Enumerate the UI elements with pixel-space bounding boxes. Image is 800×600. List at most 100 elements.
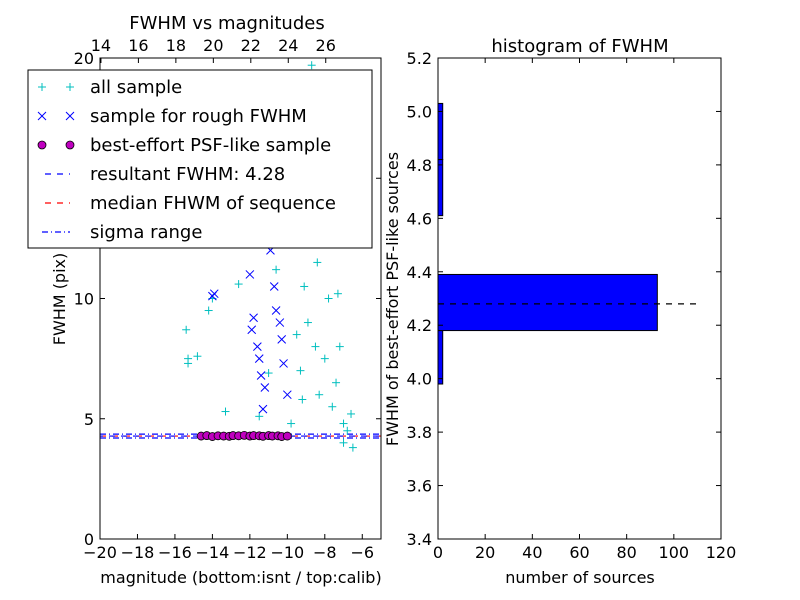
x-tick-label: −8 — [313, 543, 337, 562]
legend-box — [27, 69, 373, 249]
all-sample-point — [347, 409, 356, 418]
all-sample-point — [193, 352, 202, 361]
top-tick-label: 26 — [316, 36, 336, 55]
legend-item: sigma range — [42, 222, 202, 243]
marker-d2 — [277, 335, 287, 344]
sample-for-rough-fwhm-point — [249, 313, 258, 323]
x-tick-label: −12 — [233, 543, 267, 562]
all-sample-point — [348, 443, 357, 452]
all-sample-point — [204, 306, 213, 315]
scatter-points — [182, 61, 357, 452]
histogram-y-tick-label: 4.8 — [407, 156, 432, 175]
top-tick-label: 14 — [91, 36, 111, 55]
marker-d2 — [275, 318, 285, 327]
histogram-y-tick-label: 5.2 — [407, 49, 432, 68]
all-sample-point — [184, 359, 193, 368]
top-tick-label: 22 — [241, 36, 261, 55]
all-sample-point — [313, 258, 322, 267]
legend-label: resultant FWHM: 4.28 — [90, 164, 285, 185]
marker-d2 — [253, 342, 262, 351]
all-sample-point — [298, 395, 307, 404]
legend: all sample sample for rough FWHM best-effo… — [27, 69, 373, 249]
legend-item: sample for rough FWHM — [37, 106, 307, 127]
marker-d2 — [256, 371, 266, 380]
histogram-y-tick-label: 5.0 — [407, 102, 432, 121]
x-tick-label: −10 — [270, 543, 304, 562]
histogram-y-tick-label: 3.8 — [407, 423, 432, 442]
legend-item: best-effort PSF-like sample — [37, 135, 331, 156]
top-axis-ticks: 14 16 18 20 22 24 26 — [91, 36, 336, 63]
histogram-bar — [437, 273, 658, 332]
legend-marker — [65, 111, 75, 121]
histogram-x-tick-label: 40 — [522, 543, 542, 562]
histogram-bars — [437, 102, 658, 385]
marker-d2 — [247, 325, 257, 335]
all-sample-point — [328, 402, 337, 411]
histogram-x-ticks: 0 20 40 60 80 100 120 — [433, 58, 736, 562]
histogram-x-label: number of sources — [505, 568, 655, 587]
x-tick-label: −18 — [121, 543, 155, 562]
marker-d2 — [260, 383, 270, 392]
y-tick-label: 5 — [84, 410, 94, 429]
all-sample-point — [255, 412, 264, 421]
all-sample-point — [333, 289, 342, 298]
histogram-x-tick-label: 0 — [433, 543, 443, 562]
legend-item: median FHWM of sequence — [42, 193, 336, 214]
all-sample-point — [300, 282, 309, 291]
all-sample-point — [339, 419, 348, 428]
sample-for-rough-fwhm-point — [277, 335, 287, 344]
legend-item: all sample — [38, 77, 182, 98]
legend-marker — [66, 83, 74, 91]
histogram-y-label: FWHM of best-effort PSF-like sources — [383, 152, 402, 446]
legend-marker — [38, 83, 46, 91]
all-sample-point — [296, 366, 305, 375]
histogram-x-tick-label: 20 — [475, 543, 495, 562]
y-tick-label: 20 — [74, 49, 94, 68]
histogram-title: histogram of FWHM — [491, 36, 668, 57]
y-tick-label: 10 — [74, 290, 94, 309]
all-sample-point — [343, 426, 352, 435]
top-tick-label: 16 — [128, 36, 148, 55]
legend-marker — [37, 140, 47, 150]
all-sample-point — [303, 318, 312, 327]
all-sample-point — [234, 280, 243, 289]
x-tick-label: −6 — [350, 543, 374, 562]
histogram-x-tick-label: 120 — [706, 543, 737, 562]
all-sample-point — [332, 378, 341, 387]
y-tick-label: 0 — [84, 530, 94, 549]
all-sample-point — [221, 407, 230, 416]
histogram-y-tick-label: 4.0 — [407, 370, 432, 389]
marker-d2 — [254, 354, 264, 363]
marker-d2 — [279, 359, 288, 368]
all-sample-point — [311, 342, 320, 351]
marker-d2 — [209, 289, 219, 299]
all-sample-point — [292, 330, 301, 339]
best-effort-psf-like-sample-point — [282, 431, 292, 441]
marker-d2 — [65, 111, 75, 121]
marker-d2 — [258, 404, 268, 414]
all-sample-point — [315, 390, 324, 399]
histogram-y-ticks: 3.4 3.6 3.8 4.0 4.2 4.4 4.6 4.8 5.0 5.2 — [407, 49, 721, 549]
x-axis-label: magnitude (bottom:isnt / top:calib) — [100, 568, 381, 587]
sample-for-rough-fwhm-point — [256, 371, 266, 380]
histogram-y-tick-label: 4.4 — [407, 263, 432, 282]
sample-for-rough-fwhm-point — [271, 306, 281, 315]
all-sample-point — [182, 325, 191, 334]
all-sample-point — [287, 419, 296, 428]
top-tick-label: 24 — [278, 36, 298, 55]
histogram-y-tick-label: 4.2 — [407, 316, 432, 335]
marker-d2 — [269, 282, 279, 291]
sample-for-rough-fwhm-point — [260, 383, 270, 392]
x-tick-label: −20 — [83, 543, 117, 562]
sample-for-rough-fwhm-point — [282, 390, 292, 400]
marker-d2 — [249, 313, 258, 323]
sample-for-rough-fwhm-point — [275, 318, 285, 327]
marker-d2 — [245, 270, 255, 279]
histogram-x-tick-label: 100 — [659, 543, 690, 562]
marker-d2 — [37, 111, 47, 121]
y-axis-label: FWHM (pix) — [50, 253, 69, 346]
sample-for-rough-fwhm-point — [258, 404, 268, 414]
legend-label: sigma range — [90, 222, 202, 243]
x-tick-label: −16 — [158, 543, 192, 562]
scatter-title: FWHM vs magnitudes — [129, 13, 324, 34]
